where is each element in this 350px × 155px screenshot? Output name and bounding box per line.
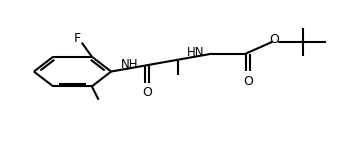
Text: HN: HN	[187, 46, 204, 59]
Text: O: O	[142, 86, 152, 99]
Text: NH: NH	[121, 58, 138, 71]
Text: F: F	[74, 32, 81, 45]
Text: O: O	[243, 75, 253, 88]
Text: O: O	[269, 33, 279, 46]
